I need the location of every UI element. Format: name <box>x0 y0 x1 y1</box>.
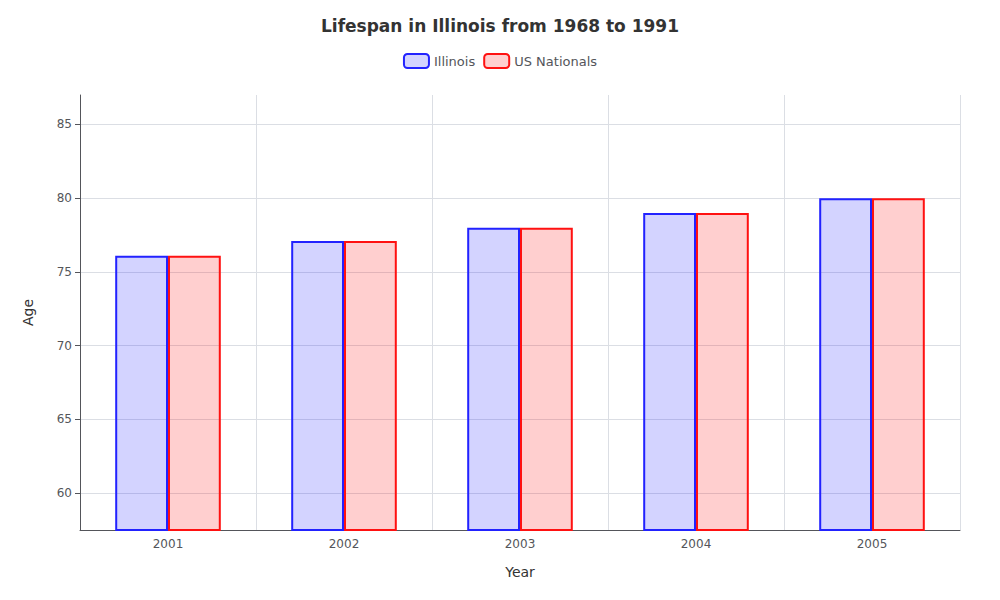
svg-text:2001: 2001 <box>153 537 184 551</box>
svg-text:Year: Year <box>504 564 535 580</box>
svg-text:60: 60 <box>57 486 72 500</box>
svg-text:70: 70 <box>57 339 72 353</box>
svg-text:US Nationals: US Nationals <box>514 54 597 69</box>
svg-text:2004: 2004 <box>681 537 712 551</box>
svg-text:80: 80 <box>57 191 72 205</box>
svg-text:Lifespan in Illinois from 1968: Lifespan in Illinois from 1968 to 1991 <box>321 16 679 36</box>
svg-text:Age: Age <box>20 299 36 326</box>
svg-text:2003: 2003 <box>505 537 536 551</box>
svg-text:65: 65 <box>57 412 72 426</box>
svg-text:2005: 2005 <box>857 537 888 551</box>
svg-text:75: 75 <box>57 265 72 279</box>
svg-text:2002: 2002 <box>329 537 360 551</box>
svg-text:Illinois: Illinois <box>434 54 475 69</box>
svg-text:85: 85 <box>57 117 72 131</box>
